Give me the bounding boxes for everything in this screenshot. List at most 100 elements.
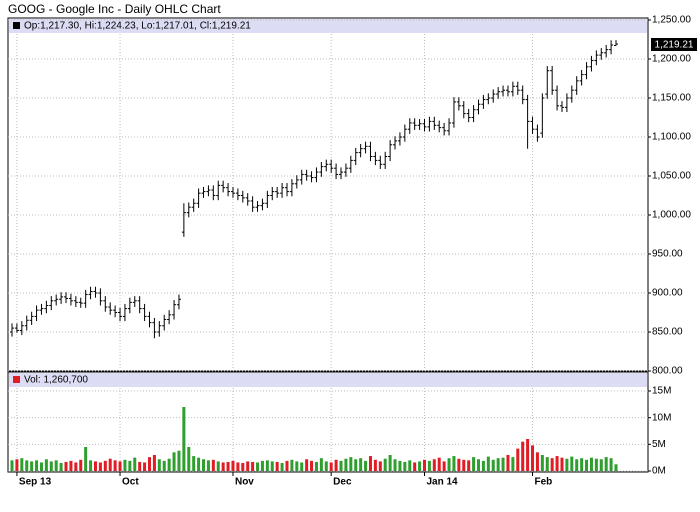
y-tick-label: 950.00 <box>652 249 683 260</box>
volume-bar <box>152 455 156 471</box>
volume-bar <box>555 456 559 471</box>
legend-text: Op:1,217.30, Hi:1,224.23, Lo:1,217.01, C… <box>24 21 251 32</box>
close-label: 1,219.21 <box>655 40 694 51</box>
y-tick-label: 1,000.00 <box>652 210 691 221</box>
volume-bar <box>202 459 206 471</box>
volume-bar <box>39 462 43 471</box>
volume-bar <box>457 458 461 471</box>
volume-bar <box>310 460 314 471</box>
volume-bar <box>246 461 250 471</box>
y2-tick-label: 15M <box>652 386 671 397</box>
volume-bar <box>79 459 83 471</box>
y-tick-label: 1,250.00 <box>652 15 691 26</box>
volume-bar <box>462 459 466 471</box>
volume-bar <box>496 458 500 471</box>
volume-bar <box>319 458 323 471</box>
volume-bar <box>570 456 574 471</box>
y-tick-label: 900.00 <box>652 288 683 299</box>
volume-bar <box>221 462 225 471</box>
volume-bar <box>521 441 525 471</box>
volume-bar <box>192 456 196 471</box>
volume-bar <box>147 457 151 471</box>
volume-bar <box>74 462 78 471</box>
y-tick-label: 1,200.00 <box>652 54 691 65</box>
volume-bar <box>305 459 309 471</box>
volume-panel <box>7 371 649 473</box>
volume-bar <box>344 458 348 471</box>
volume-bar <box>54 460 58 471</box>
volume-bar <box>231 460 235 471</box>
volume-bar <box>69 460 73 471</box>
volume-bar <box>609 458 613 471</box>
volume-bar <box>59 463 63 471</box>
volume-bar <box>89 460 93 471</box>
volume-bar <box>373 459 377 471</box>
volume-bar <box>585 459 589 471</box>
volume-bar <box>575 459 579 471</box>
y2-tick-label: 5M <box>652 439 666 450</box>
x-tick-label: Oct <box>122 477 139 488</box>
volume-bar <box>388 455 392 471</box>
volume-bar <box>408 460 412 471</box>
volume-bar <box>481 460 485 471</box>
volume-bar <box>432 459 436 471</box>
volume-bar <box>35 460 39 471</box>
volume-bar <box>506 455 510 471</box>
volume-bar <box>339 460 343 471</box>
volume-text: Vol: 1,260,700 <box>24 375 88 386</box>
volume-bar <box>84 447 88 471</box>
volume-bar <box>44 459 48 471</box>
volume-bar <box>427 460 431 471</box>
volume-bar <box>20 458 24 471</box>
volume-bar <box>540 455 544 471</box>
volume-bar <box>226 461 230 471</box>
chart-title: GOOG - Google Inc - Daily OHLC Chart <box>8 2 221 16</box>
volume-bar <box>256 462 260 471</box>
y-tick-label: 1,150.00 <box>652 93 691 104</box>
volume-bar <box>531 445 535 471</box>
volume-header <box>9 373 647 387</box>
volume-bar <box>491 459 495 471</box>
volume-bar <box>398 460 402 471</box>
volume-bar <box>354 459 358 471</box>
volume-bar <box>447 458 451 471</box>
volume-bar <box>437 457 441 471</box>
volume-bar <box>157 459 161 471</box>
volume-bar <box>477 459 481 471</box>
volume-bar <box>589 457 593 471</box>
volume-bar <box>118 461 122 471</box>
volume-bar <box>216 461 220 471</box>
x-tick-label: Jan 14 <box>426 477 458 488</box>
volume-bar <box>241 463 245 471</box>
volume-bar <box>314 461 318 471</box>
volume-bar <box>300 462 304 471</box>
volume-bar <box>108 458 112 471</box>
volume-bar <box>162 460 166 471</box>
volume-bar <box>49 461 53 471</box>
volume-bar <box>15 459 19 471</box>
volume-bar <box>418 461 422 471</box>
volume-bar <box>236 462 240 471</box>
volume-bar <box>565 458 569 471</box>
y2-tick-label: 0M <box>652 466 666 477</box>
volume-bar <box>187 447 191 471</box>
y-tick-label: 800.00 <box>652 366 683 377</box>
volume-bar <box>452 456 456 471</box>
volume-bar <box>25 460 29 471</box>
volume-bar <box>594 458 598 471</box>
volume-bar <box>98 462 102 471</box>
volume-bar <box>511 457 515 471</box>
volume-bar <box>93 461 97 471</box>
close-label-box <box>651 38 697 51</box>
volume-bar <box>368 456 372 471</box>
volume-bar <box>560 457 564 471</box>
volume-bar <box>265 460 269 471</box>
volume-bar <box>138 461 142 471</box>
x-tick-label: Dec <box>333 477 352 488</box>
volume-bar <box>472 457 476 471</box>
volume-bar <box>177 450 181 471</box>
volume-bar <box>501 457 505 471</box>
y-tick-label: 850.00 <box>652 327 683 338</box>
volume-bar <box>270 461 274 471</box>
